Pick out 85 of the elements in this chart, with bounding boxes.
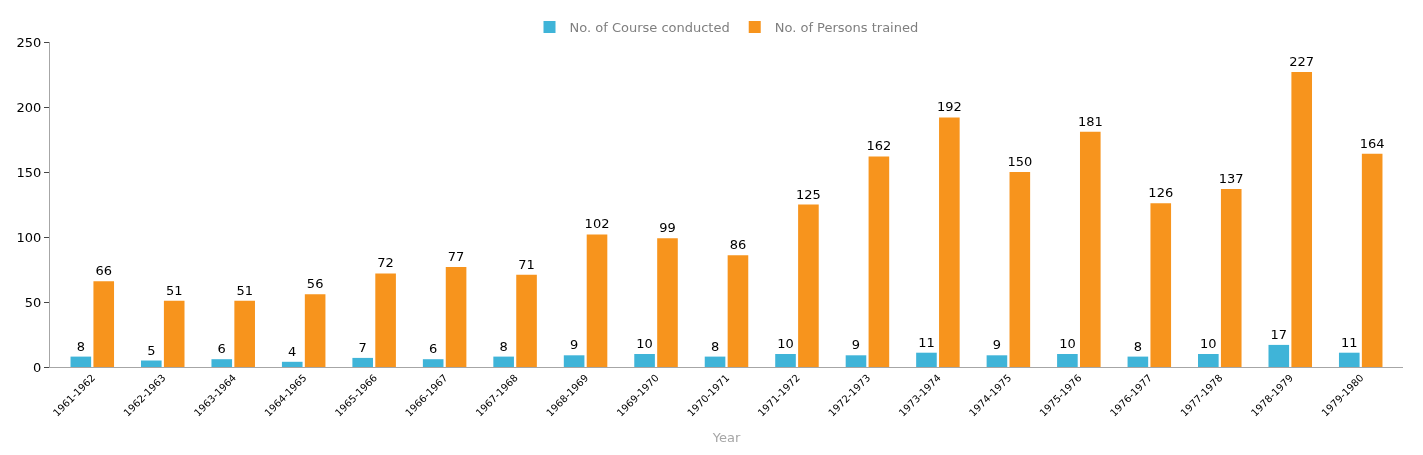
bar [70, 356, 92, 367]
x-axis-title: Year [711, 430, 741, 446]
bar [1361, 153, 1383, 367]
bar [916, 352, 937, 367]
data-label: 137 [1218, 170, 1244, 186]
data-label: 10 [777, 336, 794, 351]
data-label: 181 [1077, 113, 1103, 129]
legend-label: No. of Course conducted [569, 20, 730, 36]
data-label: 8 [1133, 338, 1143, 354]
bar [727, 255, 749, 367]
bar [1338, 352, 1360, 367]
data-label: 6 [429, 341, 438, 357]
bar [634, 354, 655, 367]
data-label: 162 [866, 138, 892, 154]
data-label: 6 [217, 341, 226, 357]
data-label: 86 [729, 237, 747, 253]
bar [211, 359, 233, 367]
data-label: 9 [992, 337, 1002, 353]
bar [868, 156, 890, 367]
data-label: 7 [358, 339, 367, 355]
data-label: 77 [447, 248, 465, 264]
bar [281, 361, 303, 367]
bar [1220, 188, 1242, 367]
bar [422, 359, 444, 367]
data-label: 150 [1007, 154, 1033, 169]
bar [304, 294, 326, 367]
data-label: 4 [288, 343, 297, 359]
data-label: 51 [236, 282, 253, 298]
y-tick-label: 200 [16, 99, 42, 115]
bar [586, 234, 608, 367]
data-label: 192 [936, 99, 962, 115]
data-label: 10 [1200, 336, 1217, 351]
bar [93, 281, 115, 367]
data-label: 8 [76, 338, 85, 354]
data-label: 126 [1148, 185, 1174, 201]
data-label: 99 [659, 220, 676, 236]
data-label: 51 [165, 282, 183, 298]
bar [375, 273, 396, 367]
bar [798, 204, 819, 367]
data-label: 8 [499, 338, 508, 354]
bar [1079, 131, 1101, 367]
data-label: 125 [796, 186, 821, 202]
data-label: 5 [147, 342, 156, 358]
data-label: 71 [518, 256, 535, 272]
legend-label: No. of Persons trained [774, 20, 919, 36]
y-tick-label: 50 [24, 294, 42, 310]
bar [704, 356, 726, 367]
bar [1198, 354, 1219, 367]
bar [234, 300, 255, 367]
data-label: 11 [918, 334, 935, 350]
bar [493, 356, 514, 367]
bar [845, 355, 867, 367]
bar [1291, 71, 1313, 367]
data-label: 9 [569, 337, 579, 353]
bar [163, 300, 185, 367]
bar [775, 354, 796, 367]
bar [352, 357, 374, 367]
bar [1268, 344, 1290, 367]
data-label: 56 [306, 276, 324, 292]
data-label: 66 [95, 263, 113, 279]
data-label: 17 [1270, 326, 1288, 342]
y-tick-label: 150 [16, 164, 42, 180]
data-label: 10 [1059, 336, 1076, 351]
bar [140, 360, 162, 367]
y-tick-label: 100 [16, 229, 42, 245]
data-label: 10 [636, 336, 653, 351]
bar [1009, 172, 1031, 367]
bar [1150, 203, 1172, 367]
data-label: 102 [584, 216, 610, 232]
y-tick-label: 0 [33, 359, 42, 375]
data-label: 11 [1340, 334, 1358, 350]
data-label: 227 [1289, 53, 1315, 69]
bar [445, 266, 467, 367]
data-label: 164 [1359, 135, 1385, 151]
data-label: 72 [377, 255, 394, 271]
data-label: 8 [710, 338, 720, 354]
bar [1127, 356, 1149, 367]
bar [939, 117, 960, 367]
data-label: 9 [851, 337, 861, 353]
bar [516, 274, 537, 367]
bar [657, 238, 678, 367]
bar [1057, 354, 1078, 367]
y-tick-label: 250 [16, 34, 42, 50]
bar [986, 355, 1008, 367]
bar [563, 355, 585, 367]
